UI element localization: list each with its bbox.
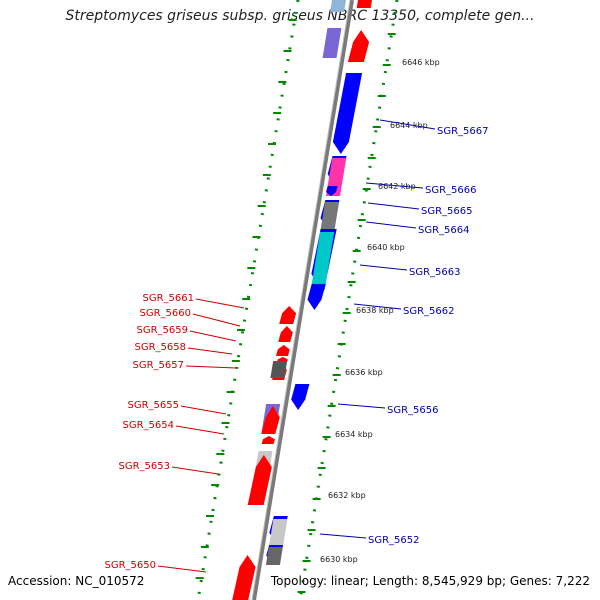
gene-feature: [232, 555, 256, 600]
label-leader-line: [157, 565, 207, 573]
gene-shape: [356, 0, 372, 8]
ruler-label: 6638 kbp: [356, 306, 394, 315]
ruler-label: 6632 kbp: [328, 491, 366, 500]
gene-shape: [279, 306, 297, 324]
gene-label-left[interactable]: SGR_5653: [119, 461, 171, 472]
gene-shape: [310, 232, 335, 290]
gene-shape: [268, 519, 288, 547]
gene-label-left[interactable]: SGR_5654: [123, 420, 175, 431]
ruler-label: 6636 kbp: [345, 368, 383, 377]
gene-feature: [307, 284, 326, 310]
label-leader-line: [175, 425, 225, 435]
gene-shape: [232, 555, 256, 600]
gene-feature: [270, 361, 288, 378]
gene-label-right[interactable]: SGR_5652: [368, 535, 420, 546]
ruler-dotted-lines: [196, 0, 399, 600]
ruler-label: 6634 kbp: [335, 430, 373, 439]
label-leader-line: [185, 365, 237, 369]
label-leader-line: [379, 119, 436, 130]
map-title: Streptomyces griseus subsp. griseus NBRC…: [65, 8, 535, 24]
gene-shape: [330, 0, 346, 12]
gene-shape: [332, 73, 363, 154]
label-leader-line: [171, 466, 219, 475]
label-leader-line: [367, 202, 420, 210]
gene-label-right[interactable]: SGR_5666: [425, 185, 477, 196]
ruler-label: 6630 kbp: [320, 555, 358, 564]
gene-feature: [275, 345, 290, 356]
label-leader-line: [337, 403, 386, 409]
label-leader-line: [187, 347, 233, 355]
ruler-label: 6644 kbp: [390, 121, 428, 130]
gene-shape: [275, 345, 290, 356]
gene-label-right[interactable]: SGR_5663: [409, 267, 461, 278]
gene-feature: [247, 455, 272, 505]
gene-feature: [320, 202, 340, 232]
gene-shape: [291, 384, 310, 410]
ruler-label: 6646 kbp: [402, 58, 440, 67]
label-leader-line: [180, 405, 227, 415]
gene-shape: [347, 30, 370, 62]
label-leader-line: [365, 221, 417, 229]
ruler-ticks: [195, 19, 396, 593]
gene-shape: [278, 326, 293, 342]
gene-shape: [270, 361, 288, 378]
label-leader-line: [195, 298, 245, 309]
gene-shape: [261, 406, 280, 434]
ruler-label: 6642 kbp: [378, 182, 416, 191]
gene-shape: [320, 202, 340, 232]
gene-label-left[interactable]: SGR_5659: [137, 325, 189, 336]
gene-feature: [278, 326, 293, 342]
label-leader-line: [192, 313, 241, 327]
gene-label-left[interactable]: SGR_5657: [133, 360, 185, 371]
gene-feature: [291, 384, 310, 410]
label-leader-line: [189, 330, 237, 342]
gene-label-left[interactable]: SGR_5661: [143, 293, 195, 304]
ruler-label: 6640 kbp: [367, 243, 405, 252]
gene-feature: [330, 0, 346, 12]
gene-shape: [247, 455, 272, 505]
gene-feature: [261, 406, 280, 434]
genome-backbone: [252, 0, 354, 600]
gene-feature: [265, 547, 283, 565]
gene-label-left[interactable]: SGR_5650: [105, 560, 157, 571]
gene-feature: [261, 436, 275, 444]
gene-label-right[interactable]: SGR_5667: [437, 126, 489, 137]
gene-label-right[interactable]: SGR_5656: [387, 405, 439, 416]
genome-summary-text: Topology: linear; Length: 8,545,929 bp; …: [270, 574, 590, 588]
gene-shape: [265, 547, 283, 565]
gene-label-left[interactable]: SGR_5655: [128, 400, 180, 411]
ruler-labels: 6646 kbp 6644 kbp 6642 kbp 6640 kbp 6638 kbp…: [320, 58, 440, 564]
right-gene-labels[interactable]: SGR_5667 SGR_5666 SGR_5665 SGR_5664 SGR_5663…: [319, 119, 489, 546]
label-leader-line: [319, 533, 367, 539]
gene-feature: [356, 0, 372, 8]
genome-backbone-highlight: [251, 0, 351, 600]
gene-shape: [261, 436, 275, 444]
gene-feature: [347, 30, 370, 62]
label-leader-line: [353, 303, 402, 310]
gene-label-left[interactable]: SGR_5660: [140, 308, 192, 319]
gene-label-right[interactable]: SGR_5664: [418, 225, 470, 236]
gene-feature: [279, 306, 297, 324]
label-leader-line: [359, 264, 408, 271]
gene-shape: [307, 284, 326, 310]
gene-feature: [326, 186, 338, 196]
gene-feature: [332, 73, 363, 154]
gene-feature: [268, 519, 288, 547]
gene-features: [232, 0, 372, 600]
gene-feature: [310, 232, 335, 290]
gene-label-right[interactable]: SGR_5662: [403, 306, 455, 317]
gene-label-right[interactable]: SGR_5665: [421, 206, 473, 217]
accession-text: Accession: NC_010572: [8, 574, 145, 588]
gene-label-left[interactable]: SGR_5658: [135, 342, 187, 353]
gene-shape: [322, 28, 342, 58]
left-gene-labels[interactable]: SGR_5661 SGR_5660 SGR_5659 SGR_5658 SGR_5657…: [105, 293, 245, 573]
gene-shape: [326, 186, 338, 196]
gene-feature: [322, 28, 342, 58]
label-leader-line: [365, 182, 424, 189]
